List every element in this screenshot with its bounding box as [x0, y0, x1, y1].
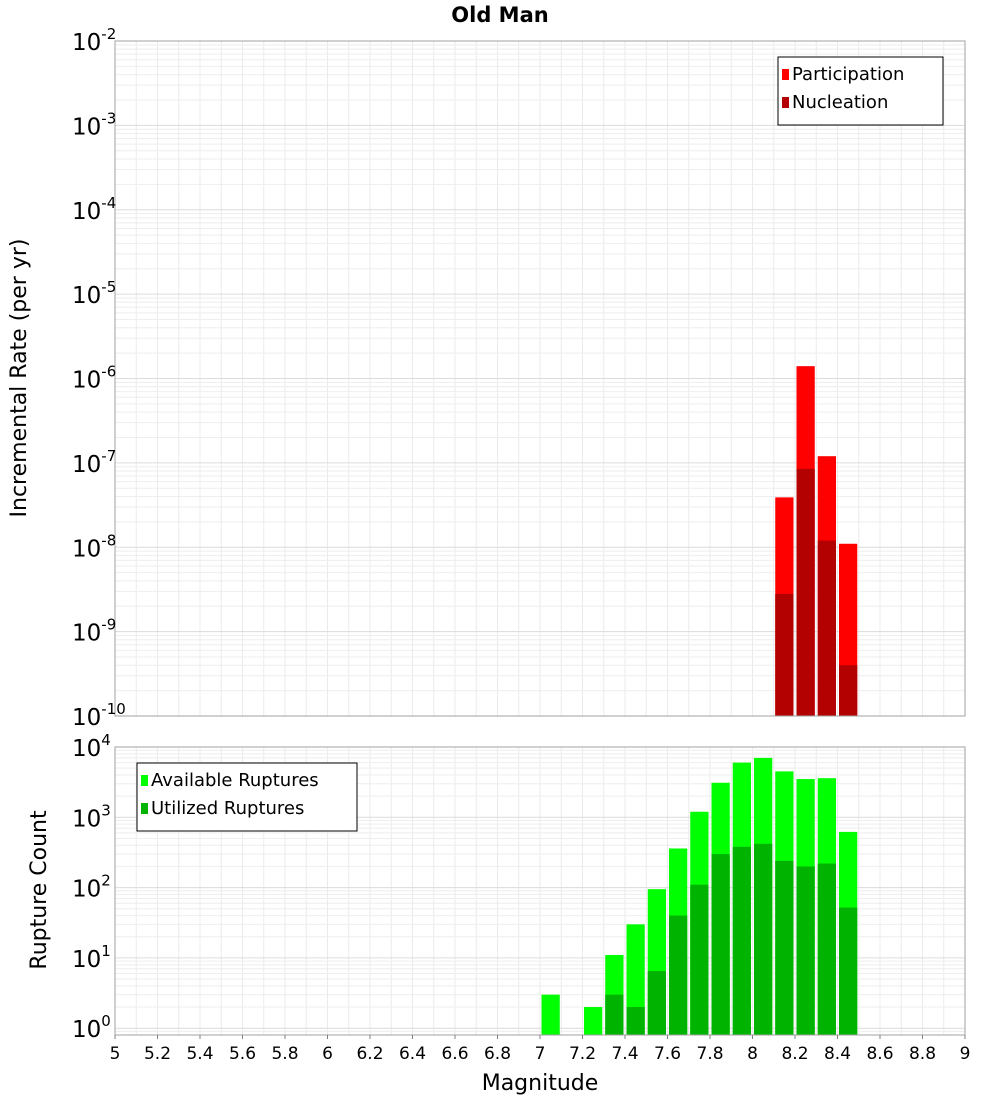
y-tick-base: 10-8 [72, 531, 116, 562]
x-tick-label: 6 [322, 1044, 333, 1064]
y-tick-label: 10-9 [72, 616, 116, 647]
bar-utilized-ruptures [754, 843, 773, 1035]
legend: Available Ruptures Utilized Ruptures [136, 762, 358, 832]
bar-nucleation [839, 665, 858, 716]
x-tick-label: 5.6 [229, 1044, 256, 1064]
y-tick-label: 10-5 [72, 278, 116, 309]
legend-box [136, 762, 358, 832]
x-tick-label: 8.8 [909, 1044, 936, 1064]
y-tick-base: 100 [72, 1012, 111, 1043]
bar-available-ruptures [541, 994, 560, 1035]
bar-utilized-ruptures [669, 915, 688, 1035]
x-tick-label: 5.8 [271, 1044, 298, 1064]
y-tick-base: 104 [72, 731, 111, 762]
bar-utilized-ruptures [796, 866, 815, 1035]
x-tick-label: 8.6 [866, 1044, 893, 1064]
y-tick-base: 10-7 [72, 447, 116, 478]
legend-swatch [141, 803, 148, 814]
bar-utilized-ruptures [711, 854, 730, 1035]
y-tick-label: 10-8 [72, 531, 116, 562]
legend-swatch [782, 97, 789, 108]
y-tick-base: 101 [72, 942, 111, 973]
x-tick-label: 9 [960, 1044, 971, 1064]
bar-utilized-ruptures [775, 860, 794, 1035]
y-tick-base: 10-9 [72, 616, 116, 647]
legend-label: Available Ruptures [151, 770, 319, 791]
y-tick-label: 10-10 [72, 700, 126, 731]
legend-swatch [782, 69, 789, 80]
bar-utilized-ruptures [605, 994, 624, 1035]
legend-swatch [141, 775, 148, 786]
x-tick-label: 5.2 [144, 1044, 171, 1064]
x-axis-label: Magnitude [482, 1071, 599, 1096]
chart-title: Old Man [451, 3, 548, 27]
bar-utilized-ruptures [817, 863, 836, 1035]
x-tick-label: 7.8 [696, 1044, 723, 1064]
y-tick-label: 10-3 [72, 109, 116, 140]
bar-utilized-ruptures [690, 884, 709, 1035]
x-tick-label: 5 [110, 1044, 121, 1064]
y-tick-label: 102 [72, 872, 111, 903]
y-tick-base: 10-4 [72, 194, 116, 225]
y-tick-label: 101 [72, 942, 111, 973]
x-tick-label: 5.4 [186, 1044, 213, 1064]
y-tick-base: 10-10 [72, 700, 126, 731]
bottom-y-axis-label: Rupture Count [27, 810, 52, 970]
y-tick-base: 102 [72, 872, 111, 903]
x-tick-label: 8.4 [824, 1044, 851, 1064]
bar-nucleation [817, 540, 836, 716]
legend-label: Participation [792, 64, 904, 85]
x-tick-label: 8 [747, 1044, 758, 1064]
y-tick-label: 100 [72, 1012, 111, 1043]
bar-utilized-ruptures [732, 846, 751, 1035]
x-tick-label: 6.2 [356, 1044, 383, 1064]
y-tick-base: 10-2 [72, 25, 116, 56]
x-tick-label: 7.6 [654, 1044, 681, 1064]
bar-nucleation [796, 468, 815, 716]
x-tick-label: 6.6 [441, 1044, 468, 1064]
bar-utilized-ruptures [647, 971, 666, 1035]
legend-label: Nucleation [792, 92, 888, 113]
y-tick-label: 104 [72, 731, 111, 762]
x-tick-label: 6.4 [399, 1044, 426, 1064]
y-tick-label: 10-7 [72, 447, 116, 478]
legend: Participation Nucleation [777, 56, 944, 126]
top-y-axis-label: Incremental Rate (per yr) [7, 239, 32, 518]
bar-available-ruptures [584, 1007, 603, 1035]
y-tick-label: 103 [72, 801, 111, 832]
y-tick-label: 10-6 [72, 363, 116, 394]
legend-box [777, 56, 944, 126]
bar-utilized-ruptures [839, 907, 858, 1035]
legend-label: Utilized Ruptures [151, 798, 304, 819]
x-tick-label: 7 [535, 1044, 546, 1064]
bar-nucleation [775, 593, 794, 716]
x-tick-label: 8.2 [781, 1044, 808, 1064]
y-tick-base: 10-6 [72, 363, 116, 394]
y-tick-base: 103 [72, 801, 111, 832]
y-tick-base: 10-5 [72, 278, 116, 309]
y-tick-label: 10-2 [72, 25, 116, 56]
y-tick-label: 10-4 [72, 194, 116, 225]
x-tick-label: 7.2 [569, 1044, 596, 1064]
bar-utilized-ruptures [626, 1007, 645, 1035]
x-tick-label: 6.8 [484, 1044, 511, 1064]
x-tick-label: 7.4 [611, 1044, 638, 1064]
plot-border-1 [114, 40, 966, 717]
y-tick-base: 10-3 [72, 109, 116, 140]
